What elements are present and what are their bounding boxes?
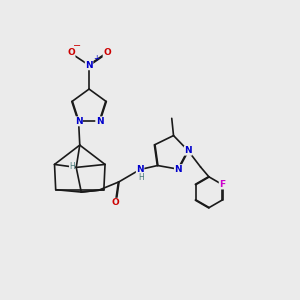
Text: N: N bbox=[75, 117, 83, 126]
Text: N: N bbox=[96, 117, 104, 126]
Text: N: N bbox=[85, 61, 93, 70]
Text: −: − bbox=[73, 41, 81, 51]
Text: O: O bbox=[68, 48, 75, 57]
Text: N: N bbox=[174, 165, 182, 174]
Text: H: H bbox=[69, 162, 75, 171]
Text: N: N bbox=[136, 165, 144, 174]
Text: +: + bbox=[93, 54, 99, 63]
Text: F: F bbox=[219, 180, 225, 189]
Text: O: O bbox=[112, 198, 120, 207]
Text: O: O bbox=[103, 48, 111, 57]
Text: H: H bbox=[138, 173, 144, 182]
Text: N: N bbox=[184, 146, 192, 155]
